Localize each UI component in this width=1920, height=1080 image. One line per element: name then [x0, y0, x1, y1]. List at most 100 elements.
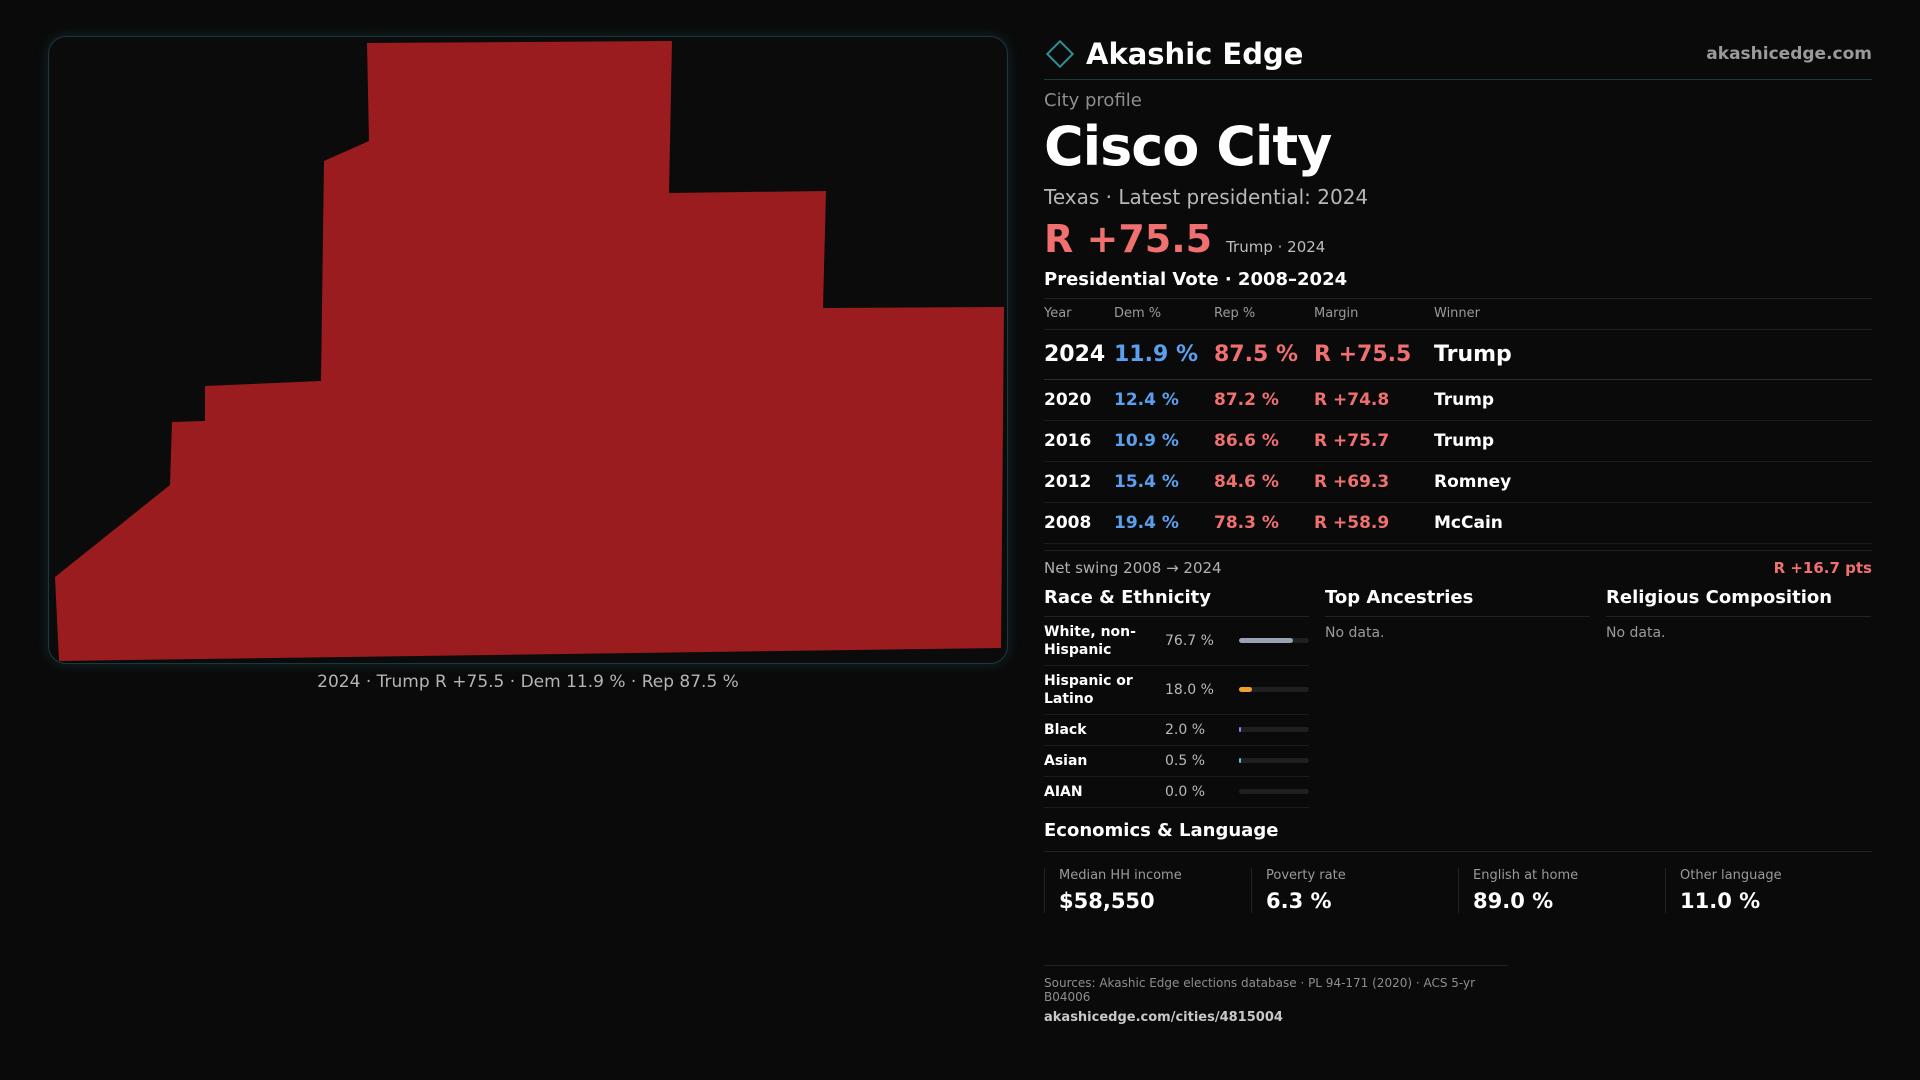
cell-rep: 87.5 %	[1214, 329, 1314, 380]
race-pct: 0.5 %	[1165, 752, 1206, 769]
sources-text: Sources: Akashic Edge elections database…	[1044, 975, 1476, 1004]
diamond-logo-icon	[1045, 39, 1075, 68]
econ-value: 89.0 %	[1473, 888, 1554, 913]
headline-margin: R +75.5 Trump · 2024	[1044, 217, 1872, 261]
cell-year: 2024	[1044, 329, 1114, 380]
brand[interactable]: Akashic Edge	[1044, 37, 1303, 71]
page-kicker: City profile	[1044, 90, 1142, 111]
cell-margin: R +75.5	[1314, 329, 1434, 380]
race-ethnicity-list: White, non-Hispanic 76.7 % Hispanic or L…	[1044, 617, 1309, 808]
list-item: Hispanic or Latino 18.0 %	[1044, 666, 1309, 715]
race-bar-fill	[1239, 727, 1241, 732]
cell-rep: 87.2 %	[1214, 379, 1314, 421]
cell-rep: 86.6 %	[1214, 420, 1314, 462]
race-bar-fill	[1239, 687, 1252, 692]
ancestries-empty: No data.	[1325, 624, 1385, 641]
race-label: White, non-Hispanic	[1044, 623, 1136, 658]
city-boundary-map	[55, 41, 1004, 661]
cell-rep: 78.3 %	[1214, 502, 1314, 544]
cell-dem: 12.4 %	[1114, 379, 1214, 421]
race-bar-track	[1239, 727, 1309, 732]
economics-grid: Median HH income $58,550 Poverty rate 6.…	[1044, 867, 1872, 913]
cell-dem: 15.4 %	[1114, 461, 1214, 503]
religion-section: Religious Composition No data.	[1606, 587, 1871, 808]
cell-year: 2008	[1044, 502, 1114, 544]
econ-label: Median HH income	[1059, 867, 1182, 883]
table-row: 2016 10.9 % 86.6 % R +75.7 Trump	[1044, 420, 1872, 462]
economics-title: Economics & Language	[1044, 820, 1872, 852]
cell-rep: 84.6 %	[1214, 461, 1314, 503]
cell-winner: McCain	[1434, 502, 1872, 544]
list-item: White, non-Hispanic 76.7 %	[1044, 617, 1309, 666]
religion-title: Religious Composition	[1606, 587, 1871, 617]
econ-cell-income: Median HH income $58,550	[1044, 867, 1251, 913]
race-pct: 0.0 %	[1165, 783, 1206, 800]
cell-winner: Trump	[1434, 329, 1872, 380]
table-row: 2008 19.4 % 78.3 % R +58.9 McCain	[1044, 502, 1872, 544]
cell-margin: R +74.8	[1314, 379, 1434, 421]
col-dem: Dem %	[1114, 299, 1214, 330]
econ-value: $58,550	[1059, 888, 1155, 913]
table-row: 2012 15.4 % 84.6 % R +69.3 Romney	[1044, 461, 1872, 503]
ancestries-title: Top Ancestries	[1325, 587, 1590, 617]
sources-footer: Sources: Akashic Edge elections database…	[1044, 964, 1508, 1025]
cell-margin: R +58.9	[1314, 502, 1434, 544]
race-ethnicity-section: Race & Ethnicity White, non-Hispanic 76.…	[1044, 587, 1309, 808]
econ-value: 11.0 %	[1680, 888, 1761, 913]
race-bar-fill	[1239, 638, 1293, 643]
list-item: Asian 0.5 %	[1044, 746, 1309, 777]
econ-label: Other language	[1680, 867, 1782, 883]
list-item: Black 2.0 %	[1044, 715, 1309, 746]
presidential-vote-table: Year Dem % Rep % Margin Winner 2024 11.9…	[1044, 299, 1872, 544]
cell-dem: 11.9 %	[1114, 329, 1214, 380]
cell-margin: R +69.3	[1314, 461, 1434, 503]
city-map[interactable]	[48, 36, 1008, 664]
cell-year: 2020	[1044, 379, 1114, 421]
race-label: Asian	[1044, 752, 1088, 769]
sources-url-link[interactable]: akashicedge.com/cities/4815004	[1044, 1009, 1283, 1025]
net-swing-label: Net swing 2008 → 2024	[1044, 558, 1222, 577]
demographics-grid: Race & Ethnicity White, non-Hispanic 76.…	[1044, 587, 1872, 808]
econ-value: 6.3 %	[1266, 888, 1332, 913]
econ-label: English at home	[1473, 867, 1579, 883]
race-bar-track	[1239, 638, 1309, 643]
list-item: AIAN 0.0 %	[1044, 777, 1309, 808]
headline-margin-value: R +75.5	[1044, 217, 1213, 261]
race-bar-fill	[1239, 758, 1241, 763]
race-label: AIAN	[1044, 783, 1083, 800]
net-swing: Net swing 2008 → 2024 R +16.7 pts	[1044, 549, 1872, 577]
table-header-row: Year Dem % Rep % Margin Winner	[1044, 299, 1872, 330]
cell-margin: R +75.7	[1314, 420, 1434, 462]
profile-panel: Akashic Edge akashicedge.com City profil…	[1044, 28, 1872, 1025]
race-bar-track	[1239, 758, 1309, 763]
col-margin: Margin	[1314, 299, 1434, 330]
city-boundary-polygon[interactable]	[55, 41, 1004, 661]
page-subtitle: Texas · Latest presidential: 2024	[1044, 185, 1369, 209]
cell-winner: Romney	[1434, 461, 1872, 503]
brand-bar: Akashic Edge akashicedge.com	[1044, 28, 1872, 80]
headline-margin-tag: Trump · 2024	[1226, 238, 1326, 256]
econ-label: Poverty rate	[1266, 867, 1346, 883]
econ-cell-other-language: Other language 11.0 %	[1665, 867, 1872, 913]
table-row: 2020 12.4 % 87.2 % R +74.8 Trump	[1044, 379, 1872, 421]
page-title: Cisco City	[1044, 115, 1332, 178]
brand-url-link[interactable]: akashicedge.com	[1706, 43, 1872, 64]
race-pct: 2.0 %	[1165, 721, 1206, 738]
net-swing-value: R +16.7 pts	[1773, 558, 1872, 577]
col-year: Year	[1044, 299, 1114, 330]
race-bar-track	[1239, 789, 1309, 794]
race-pct: 18.0 %	[1165, 681, 1214, 698]
brand-name: Akashic Edge	[1086, 36, 1304, 71]
map-caption: 2024 · Trump R +75.5 · Dem 11.9 % · Rep …	[317, 672, 739, 692]
race-label: Black	[1044, 721, 1087, 738]
race-ethnicity-title: Race & Ethnicity	[1044, 587, 1309, 617]
cell-dem: 10.9 %	[1114, 420, 1214, 462]
econ-cell-english: English at home 89.0 %	[1458, 867, 1665, 913]
race-bar-track	[1239, 687, 1309, 692]
religion-empty: No data.	[1606, 624, 1666, 641]
race-label: Hispanic or Latino	[1044, 672, 1133, 707]
cell-year: 2016	[1044, 420, 1114, 462]
cell-winner: Trump	[1434, 420, 1872, 462]
cell-winner: Trump	[1434, 379, 1872, 421]
